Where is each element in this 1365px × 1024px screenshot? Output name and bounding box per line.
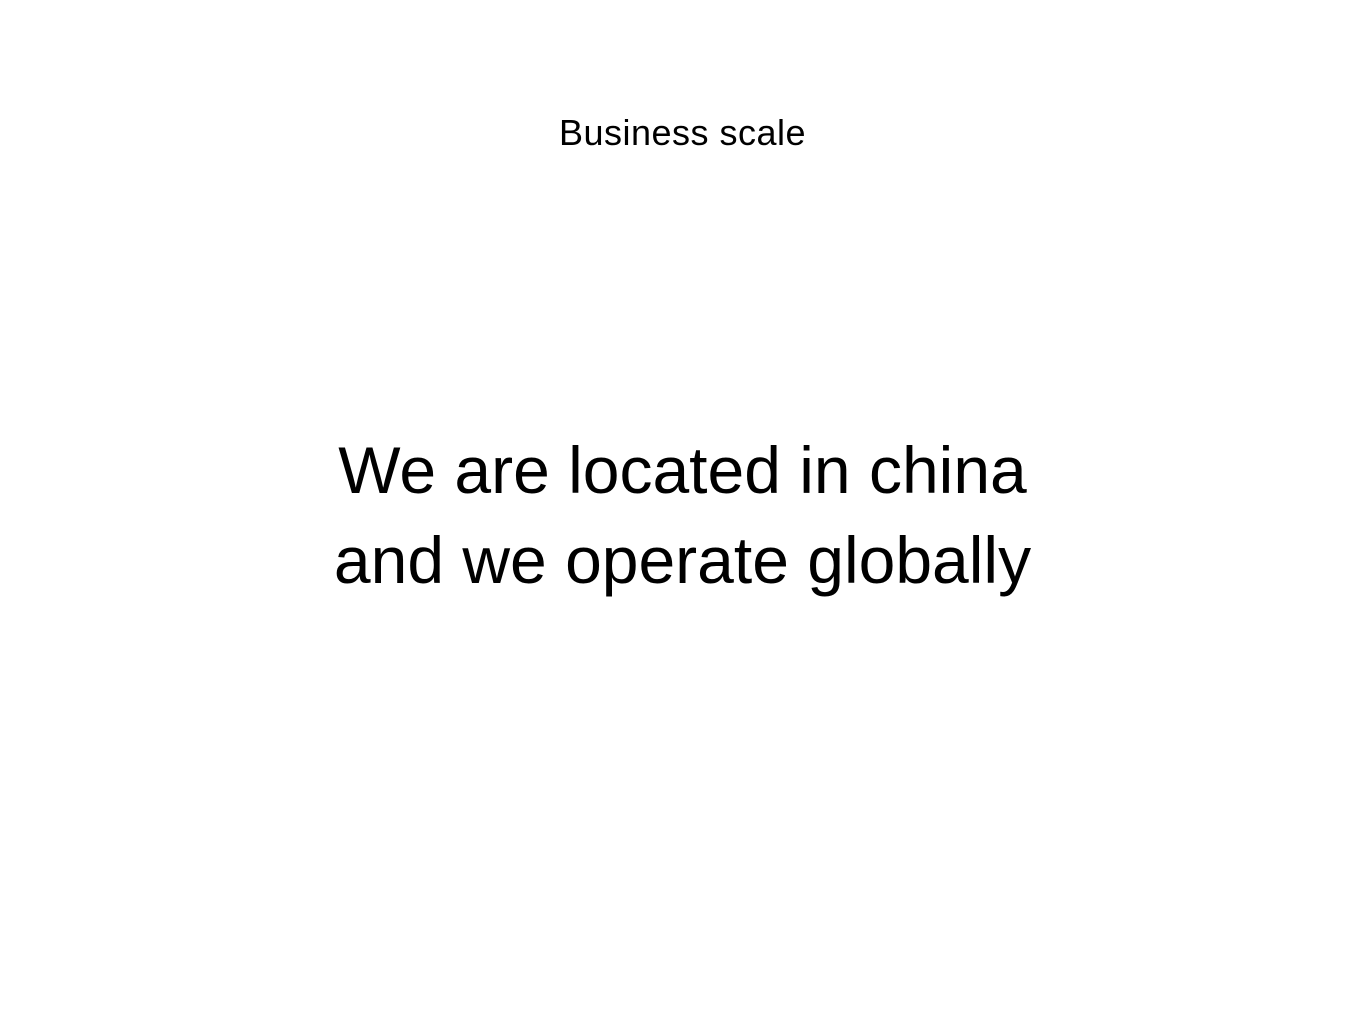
slide-title: Business scale	[558, 112, 807, 153]
slide-body-line-1: We are located in china	[338, 433, 1027, 507]
slide-body: We are located in china and we operate g…	[0, 425, 1365, 605]
slide-body-line-2: and we operate globally	[333, 523, 1032, 597]
